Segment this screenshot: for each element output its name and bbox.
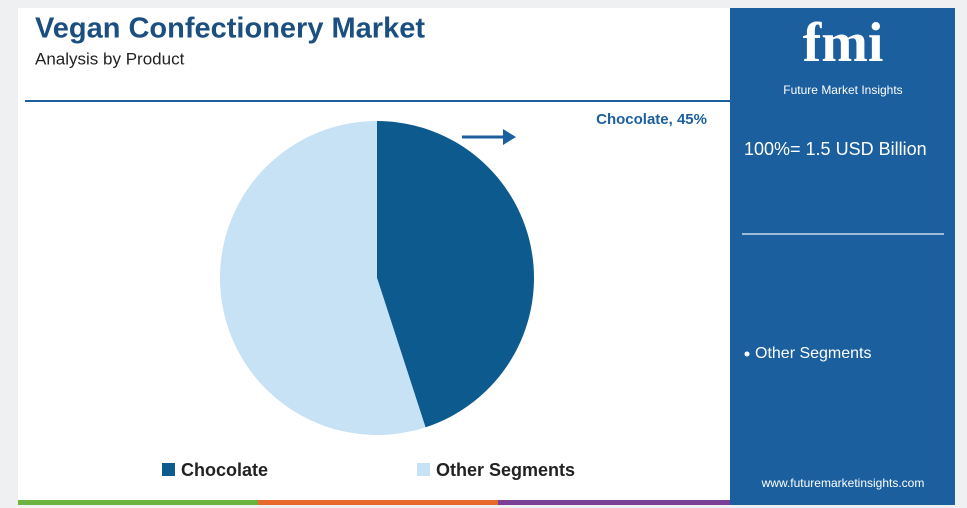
logo-subtitle: Future Market Insights (783, 83, 902, 97)
bullet (744, 351, 750, 357)
legend-label: Other Segments (436, 460, 575, 480)
footer-bar (258, 500, 498, 505)
legend-label: Chocolate (181, 460, 268, 480)
footer-bar (730, 500, 955, 505)
website: www.futuremarketinsights.com (761, 476, 925, 490)
footer-bar (18, 500, 258, 505)
legend-swatch (162, 463, 175, 476)
total-label: 100%= 1.5 USD Billion (744, 139, 927, 159)
arrow-head (503, 129, 516, 145)
legend-swatch (417, 463, 430, 476)
pie-slice (219, 121, 426, 435)
sidebar-note: Other Segments (755, 345, 872, 362)
chart-title: Vegan Confectionery Market (35, 13, 425, 45)
footer-bar (498, 500, 730, 505)
pie-slice (377, 121, 534, 428)
logo: fmi (803, 12, 884, 74)
chart-subtitle: Analysis by Product (35, 49, 185, 68)
data-label: Chocolate, 45% (596, 111, 707, 128)
sidebar (730, 8, 955, 500)
